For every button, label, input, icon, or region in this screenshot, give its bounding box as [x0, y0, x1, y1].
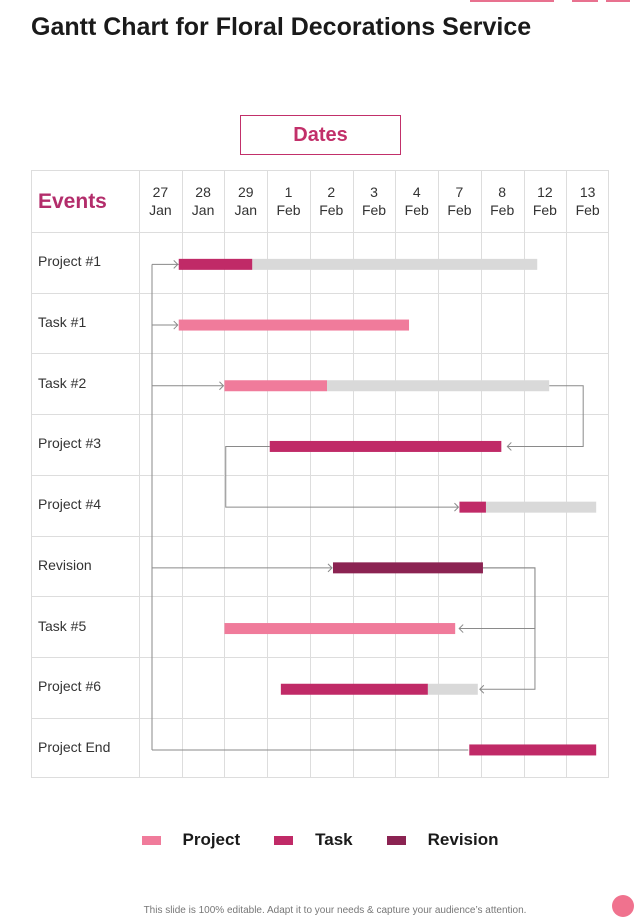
- date-column-header: 1 Feb: [268, 183, 310, 219]
- legend-swatch: [141, 835, 161, 845]
- date-month: Feb: [319, 202, 344, 218]
- date-column-header: 7 Feb: [438, 183, 480, 219]
- date-month: Jan: [234, 202, 258, 218]
- date-month: Feb: [404, 202, 429, 218]
- row-label: Task #5: [38, 617, 87, 634]
- date-day: 3: [370, 184, 378, 200]
- dependency-connector: [507, 385, 584, 447]
- dependency-connector: [479, 567, 536, 690]
- legend-label: Project: [182, 830, 241, 849]
- row-label: Project End: [38, 738, 111, 755]
- date-month: Feb: [447, 202, 472, 218]
- dependency-arrow: [454, 502, 460, 512]
- date-column-header: 2 Feb: [310, 183, 352, 219]
- date-day: 2: [327, 184, 336, 200]
- row-label: Task #2: [38, 374, 87, 391]
- dependency-connectors: [151, 259, 584, 751]
- decorative-dot: [612, 895, 634, 917]
- bar-project: [224, 623, 456, 635]
- date-day: 8: [498, 184, 507, 200]
- row-label: Project #3: [38, 435, 102, 452]
- bar-task: [269, 440, 502, 452]
- row-label: Project #4: [38, 496, 102, 513]
- bar-project: [224, 380, 327, 392]
- dates-header-box: Dates: [240, 115, 401, 155]
- bar-remaining: [327, 380, 550, 392]
- date-column-header: 8 Feb: [481, 183, 523, 219]
- date-month: Feb: [575, 202, 600, 218]
- page-title: Gantt Chart for Floral Decorations Servi…: [31, 13, 532, 41]
- date-column-header: 13 Feb: [567, 183, 609, 219]
- date-month: Feb: [532, 202, 557, 218]
- decorative-top-bar: [470, 0, 554, 2]
- dependency-arrow: [173, 259, 179, 269]
- date-month: Jan: [191, 202, 215, 218]
- legend-swatch: [386, 835, 406, 845]
- row-label: Task #1: [38, 314, 87, 331]
- dependency-arrow: [479, 684, 485, 694]
- bar-project: [178, 319, 410, 331]
- date-column-header: 12 Feb: [524, 183, 566, 219]
- date-day: 13: [579, 184, 596, 200]
- dependency-arrow: [173, 320, 179, 330]
- date-month: Feb: [276, 202, 301, 218]
- date-column-header: 27 Jan: [139, 183, 181, 219]
- decorative-top-bar: [606, 0, 630, 2]
- date-month: Jan: [149, 202, 172, 218]
- legend-label: Task: [315, 830, 353, 849]
- date-day: 27: [152, 184, 169, 200]
- legend-label: Revision: [427, 830, 499, 849]
- bar-remaining: [427, 683, 478, 695]
- bar-task: [280, 683, 428, 695]
- date-day: 29: [238, 184, 254, 200]
- date-day: 28: [195, 184, 211, 200]
- dependency-connector: [225, 445, 459, 508]
- decorative-top-bar: [572, 0, 598, 2]
- bar-remaining: [485, 501, 597, 513]
- date-day: 7: [455, 184, 464, 200]
- bar-task: [469, 744, 597, 756]
- events-heading: Events: [38, 190, 107, 213]
- legend: Project Task Revision: [0, 830, 640, 850]
- date-column-header: 3 Feb: [353, 183, 395, 219]
- dependency-arrow: [219, 381, 225, 391]
- date-month: Feb: [361, 202, 387, 218]
- gantt-bars: [178, 258, 597, 756]
- bar-task: [459, 501, 486, 513]
- date-column-header: 29 Jan: [225, 183, 267, 219]
- dependency-connector: [459, 567, 536, 630]
- date-month: Feb: [490, 202, 515, 218]
- dates-header-label: Dates: [293, 123, 348, 146]
- row-label: Project #6: [38, 678, 102, 695]
- date-column-header: 4 Feb: [396, 183, 438, 219]
- footer-note: This slide is 100% editable. Adapt it to…: [143, 905, 527, 916]
- dependency-arrow: [506, 442, 512, 451]
- dependency-arrow: [458, 624, 464, 633]
- legend-item-project: Project: [141, 830, 241, 850]
- grid-lines: [31, 170, 609, 778]
- row-label: Project #1: [38, 253, 102, 270]
- gantt-svg: [31, 170, 609, 778]
- legend-item-task: Task: [274, 830, 353, 850]
- bar-remaining: [252, 258, 538, 270]
- date-column-header: 28 Jan: [182, 183, 224, 219]
- legend-item-revision: Revision: [386, 830, 499, 850]
- dependency-arrow: [327, 563, 333, 573]
- row-label: Revision: [38, 556, 92, 573]
- date-day: 4: [412, 184, 421, 200]
- date-day: 1: [284, 184, 293, 200]
- bar-revision: [332, 562, 483, 574]
- grid-border: [31, 170, 609, 778]
- gantt-chart: Events 27 Jan 28 Jan 29 Jan 1 Feb 2 Feb 3 Feb 4 Feb 7 F…: [31, 170, 609, 778]
- bar-task: [178, 258, 253, 270]
- date-day: 12: [537, 184, 553, 200]
- legend-swatch: [274, 835, 294, 845]
